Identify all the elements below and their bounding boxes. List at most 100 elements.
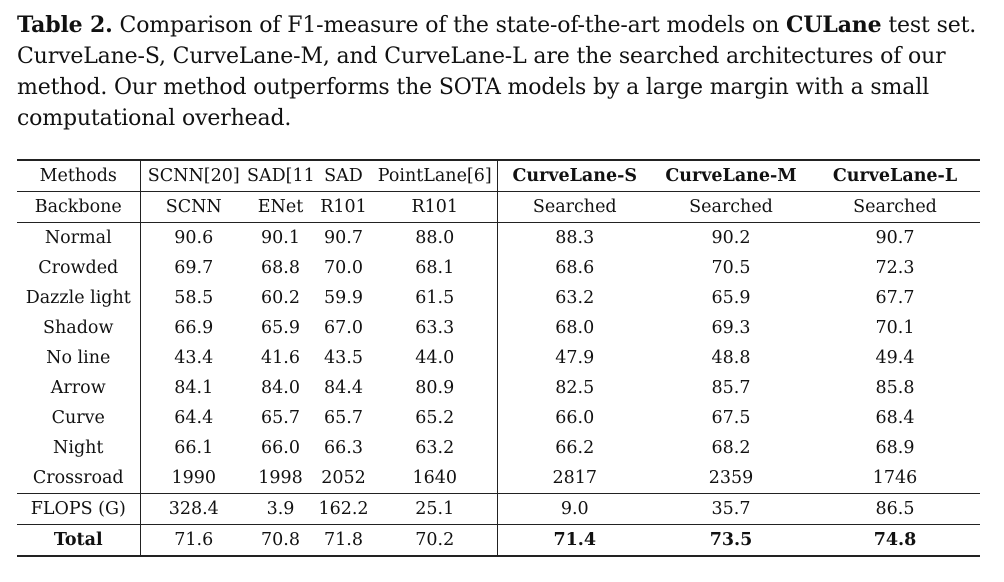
table-caption: Table 2. Comparison of F1-measure of the…	[17, 10, 982, 134]
backbone-cell: R101	[373, 191, 498, 223]
table-cell: 47.9	[555, 348, 595, 368]
table-cell: 86.5	[810, 493, 980, 525]
row-label: Crossroad	[17, 463, 141, 494]
table-cell: 70.0	[324, 258, 363, 278]
method-name: PointLane[6]	[373, 159, 498, 192]
table-cell: 65.9	[261, 318, 300, 338]
backbone-cell: SCNN	[140, 191, 247, 223]
table-row: Night 66.1 66.0 66.3 63.2 66.2 68.2 68.9	[17, 433, 980, 463]
table-cell: 3.9	[247, 493, 314, 525]
table-cell: 90.7	[810, 222, 980, 253]
table-cell: 69.7	[174, 258, 214, 278]
caption-text-after: test set. CurveLane-S, CurveLane-M, and …	[17, 13, 977, 131]
table-cell: 70.2	[373, 524, 498, 557]
table-cell: 70.1	[875, 318, 915, 338]
method-name: SAD[11]	[247, 159, 314, 192]
row-label: Arrow	[17, 373, 141, 403]
table-cell: 64.4	[174, 408, 214, 428]
method-name: SCNN[20]	[140, 159, 247, 192]
table-cell: 82.5	[555, 378, 595, 398]
total-row: Total 71.6 70.8 71.8 70.2 71.4 73.5 74.8	[17, 524, 980, 557]
scenario-rows: Normal 90.6 90.1 90.7 88.0 88.3 90.2 90.7 Crowde…	[17, 222, 980, 494]
backbone-cell: R101	[314, 191, 373, 223]
table-cell: 59.9	[324, 288, 363, 308]
table-cell: 68.9	[875, 438, 915, 458]
table-cell: 67.0	[324, 318, 363, 338]
table-cell: 71.8	[314, 524, 373, 557]
table-cell: 66.3	[324, 438, 363, 458]
table-cell: 48.8	[711, 348, 751, 368]
table-row: Arrow 84.1 84.0 84.4 80.9 82.5 85.7 85.8	[17, 373, 980, 403]
row-label: Dazzle light	[17, 283, 141, 313]
table-cell: 2052	[321, 468, 366, 488]
table-cell: 41.6	[261, 348, 300, 368]
table-cell: 1640	[373, 463, 498, 494]
table-cell: 90.1	[247, 222, 314, 253]
table-row: Dazzle light 58.5 60.2 59.9 61.5 63.2 65.9 67.7	[17, 283, 980, 313]
backbone-cell: Searched	[497, 191, 652, 223]
table-row: Shadow 66.9 65.9 67.0 63.3 68.0 69.3 70.1	[17, 313, 980, 343]
table-cell: 67.5	[711, 408, 751, 428]
table-cell: 90.2	[652, 222, 810, 253]
row-label: Crowded	[17, 253, 141, 283]
table-cell: 85.7	[711, 378, 751, 398]
table-cell: 44.0	[373, 343, 498, 373]
table-cell: 58.5	[174, 288, 214, 308]
table-cell: 67.7	[875, 288, 915, 308]
table-cell: 60.2	[261, 288, 300, 308]
table-cell: 80.9	[373, 373, 498, 403]
caption-dataset-name: CULane	[785, 12, 882, 38]
table-cell: 69.3	[711, 318, 751, 338]
table-cell: 90.6	[140, 222, 247, 253]
table-cell: 9.0	[497, 493, 652, 525]
table-cell: 43.5	[324, 348, 363, 368]
table-cell: 2817	[552, 468, 598, 488]
table-cell: 25.1	[373, 493, 498, 525]
table-cell: 85.8	[875, 378, 915, 398]
table-row: No line 43.4 41.6 43.5 44.0 47.9 48.8 49.4	[17, 343, 980, 373]
table-cell: 88.0	[373, 222, 498, 253]
table-cell: 68.1	[373, 253, 498, 283]
table-cell: 68.6	[555, 258, 595, 278]
table-cell: 90.7	[314, 222, 373, 253]
table-cell: 66.0	[555, 408, 595, 428]
table-cell: 70.8	[247, 524, 314, 557]
method-name-ours: CurveLane-M	[652, 159, 810, 192]
table-cell: 65.9	[711, 288, 751, 308]
row-label: Total	[17, 524, 141, 557]
table-cell: 1990	[171, 468, 217, 488]
table-cell-ours-total: 71.4	[497, 524, 652, 557]
table-cell: 84.1	[174, 378, 214, 398]
table-cell: 84.4	[324, 378, 363, 398]
table-cell: 68.4	[875, 408, 915, 428]
row-label: FLOPS (G)	[17, 493, 141, 525]
results-table: Methods SCNN[20] SAD[11] SAD PointLane[6…	[17, 159, 980, 557]
table-cell: 328.4	[140, 493, 247, 525]
table-cell: 65.7	[261, 408, 300, 428]
backbone-cell: Searched	[810, 191, 980, 223]
backbone-header-row: Backbone SCNN ENet R101 R101 Searched Se…	[17, 191, 980, 223]
backbone-cell: Searched	[652, 191, 810, 223]
backbone-label: Backbone	[17, 191, 141, 223]
table-cell: 66.0	[261, 438, 300, 458]
table-cell: 66.9	[174, 318, 214, 338]
methods-label: Methods	[17, 159, 141, 192]
table-cell: 61.5	[373, 283, 498, 313]
table-cell-ours-total: 74.8	[810, 524, 980, 557]
row-label: Normal	[17, 222, 141, 253]
table-row: Crowded 69.7 68.8 70.0 68.1 68.6 70.5 72.3	[17, 253, 980, 283]
table-row: Crossroad 1990 1998 2052 1640 2817 2359 1746	[17, 463, 980, 494]
table-cell-ours-total: 73.5	[652, 524, 810, 557]
table-cell: 68.8	[261, 258, 300, 278]
table-cell: 63.2	[555, 288, 595, 308]
row-label: Curve	[17, 403, 141, 433]
table-cell: 70.5	[711, 258, 751, 278]
table-cell: 65.7	[324, 408, 363, 428]
table-cell: 1746	[872, 468, 918, 488]
table-cell: 68.0	[555, 318, 595, 338]
table-cell: 63.3	[373, 313, 498, 343]
table-cell: 66.2	[555, 438, 595, 458]
table-cell: 84.0	[261, 378, 300, 398]
row-label: Night	[17, 433, 141, 463]
